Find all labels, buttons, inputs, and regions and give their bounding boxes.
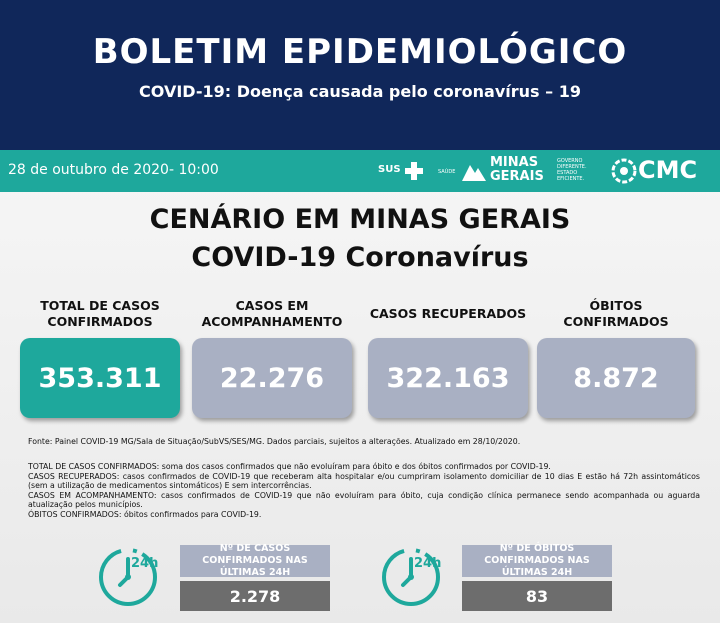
mg-logo: [462, 165, 486, 181]
card-label: CASOS EM ACOMPANHAMENTO: [201, 298, 343, 329]
text: casos confirmados de COVID-19 que não ev…: [28, 490, 700, 510]
last24-value: 2.278: [180, 581, 330, 611]
term: TOTAL DE CASOS CONFIRMADOS:: [28, 462, 160, 471]
main-title: CENÁRIO EM MINAS GERAIS: [149, 204, 571, 235]
last24-label: Nº DE CASOS CONFIRMADOS NAS ÚLTIMAS 24H: [180, 543, 330, 578]
card-value: 22.276: [192, 338, 352, 418]
card-label: CASOS RECUPERADOS: [369, 306, 527, 321]
text: casos confirmados de COVID-19 que recebe…: [28, 471, 700, 491]
subtitle: COVID-19: Doença causada pelo coronavíru…: [139, 82, 581, 101]
definition: CASOS RECUPERADOS: casos confirmados de …: [28, 472, 700, 491]
slogan-line: ESTADO: [557, 170, 578, 176]
card-value: 353.311: [20, 338, 180, 418]
slogan-line: GOVERNO: [557, 158, 583, 164]
definition: ÓBITOS CONFIRMADOS: óbitos confirmados p…: [28, 510, 700, 520]
minas: MINAS: [490, 155, 539, 170]
term: CASOS EM ACOMPANHAMENTO:: [28, 490, 157, 500]
icon-text: 24h: [131, 556, 159, 571]
cmc-icon: [611, 158, 637, 184]
slogan-line: EFICIENTE.: [557, 176, 585, 182]
icon-text: 24h: [414, 556, 442, 571]
text: óbitos confirmados para COVID-19.: [121, 509, 262, 519]
clock-icon: [382, 548, 440, 606]
card-value: 8.872: [537, 338, 695, 418]
sus-cross: [405, 162, 423, 180]
date: 28 de outubro de 2020- 10:00: [8, 162, 219, 178]
clock-icon: [99, 548, 157, 606]
last24-label: Nº DE ÓBITOS CONFIRMADOS NAS ÚLTIMAS 24H: [462, 543, 612, 578]
info-bar: 28 de outubro de 2020- 10:00 SUS SAÚDE M…: [0, 150, 720, 192]
definition: CASOS EM ACOMPANHAMENTO: casos confirmad…: [28, 491, 700, 510]
text: soma dos casos confirmados que não evolu…: [159, 462, 551, 471]
main-subtitle: COVID-19 Coronavírus: [191, 242, 529, 273]
title: BOLETIM EPIDEMIOLÓGICO: [92, 32, 628, 72]
header: BOLETIM EPIDEMIOLÓGICO COVID-19: Doença …: [0, 0, 720, 150]
card-label: ÓBITOS CONFIRMADOS: [563, 298, 669, 329]
slogan-line: DIFERENTE.: [557, 164, 587, 170]
term: CASOS RECUPERADOS:: [28, 471, 120, 481]
saude: SAÚDE: [438, 169, 456, 175]
cmc: CMC: [638, 156, 698, 184]
slogan: GOVERNO DIFERENTE. ESTADO EFICIENTE.: [557, 158, 587, 182]
sus-logo: SUS: [378, 164, 401, 175]
definitions: TOTAL DE CASOS CONFIRMADOS: soma dos cas…: [28, 462, 700, 519]
gerais: GERAIS: [490, 169, 544, 184]
card-value: 322.163: [368, 338, 528, 418]
term: ÓBITOS CONFIRMADOS:: [28, 509, 122, 519]
definition: TOTAL DE CASOS CONFIRMADOS: soma dos cas…: [28, 462, 700, 472]
minas-gerais: MINAS GERAIS: [490, 156, 544, 184]
card-label: TOTAL DE CASOS CONFIRMADOS: [40, 298, 160, 329]
source: Fonte: Painel COVID-19 MG/Sala de Situaç…: [28, 437, 521, 446]
last24-value: 83: [462, 581, 612, 611]
